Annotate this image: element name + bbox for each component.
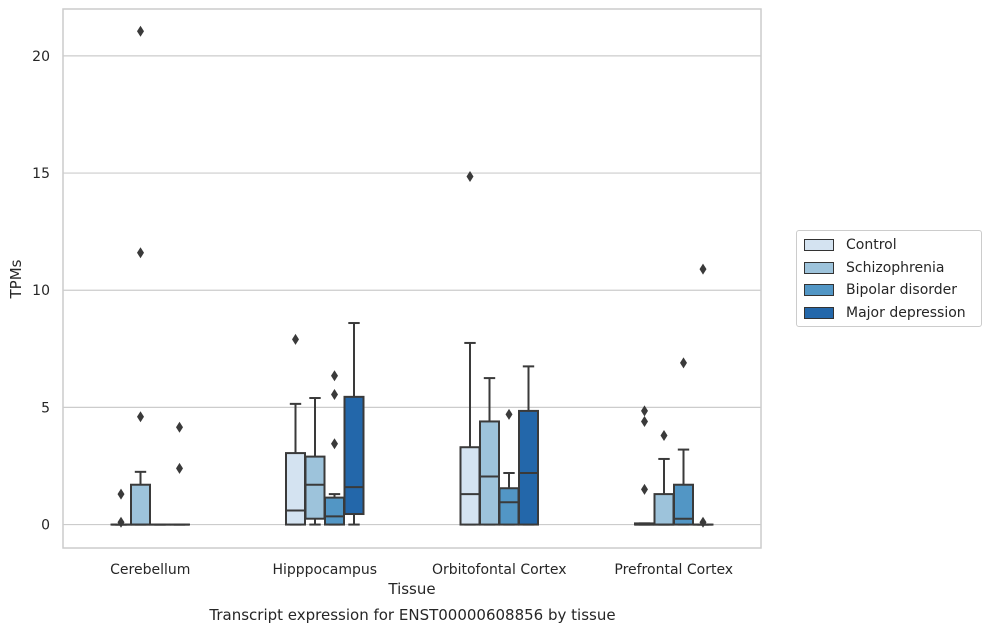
outlier-point <box>699 263 707 275</box>
legend-item-major-depression: Major depression <box>804 303 966 323</box>
outlier-point <box>641 483 648 495</box>
x-tick-label: Hipppocampus <box>272 562 377 578</box>
legend-label-major-depression: Major depression <box>846 305 966 321</box>
box-body <box>673 483 694 526</box>
outlier-point <box>466 171 474 183</box>
box-body <box>343 395 365 516</box>
box-body <box>324 496 345 526</box>
box-groups <box>110 25 714 528</box>
box-control <box>285 333 306 526</box>
outlier-point <box>137 411 144 423</box>
outlier-point <box>137 25 144 37</box>
box-body <box>479 420 500 526</box>
legend-item-control: Control <box>804 235 897 255</box>
box-control <box>459 171 481 526</box>
outlier-point <box>331 438 338 450</box>
plot-frame <box>62 8 762 549</box>
y-tick-label: 20 <box>32 49 50 65</box>
outlier-point <box>137 247 144 259</box>
box-bipolar-disorder <box>673 357 694 526</box>
x-axis-label: Tissue <box>387 580 435 598</box>
box-body <box>459 446 481 526</box>
legend-label-bipolar-disorder: Bipolar disorder <box>846 282 958 298</box>
legend-label-control: Control <box>846 237 897 253</box>
box-body <box>498 487 520 526</box>
y-tick-label: 10 <box>32 283 50 299</box>
box-major-depression <box>169 421 190 526</box>
y-tick-label: 15 <box>32 166 50 182</box>
box-body <box>130 483 151 526</box>
grid-lines <box>63 55 761 526</box>
box-control <box>110 488 132 528</box>
outlier-point <box>176 421 183 433</box>
box-major-depression <box>518 365 539 526</box>
box-schizophrenia <box>479 377 500 526</box>
legend-item-bipolar-disorder: Bipolar disorder <box>804 280 957 300</box>
box-body <box>518 409 539 526</box>
outlier-point <box>641 405 648 417</box>
outlier-point <box>331 370 338 382</box>
tick-labels: 0 5 10 15 20 Cerebellum Hipppocampus Orbitofont… <box>32 49 733 578</box>
outlier-point <box>660 430 668 442</box>
box-schizophrenia <box>304 397 326 526</box>
outlier-point <box>641 415 648 427</box>
y-tick-label: 5 <box>41 400 50 416</box>
legend-item-schizophrenia: Schizophrenia <box>804 258 944 278</box>
box-schizophrenia <box>130 25 151 526</box>
outlier-point <box>292 333 299 345</box>
outlier-point <box>699 516 707 528</box>
x-tick-label: Prefrontal Cortex <box>614 562 733 578</box>
legend-swatch-bipolar-disorder <box>804 284 834 296</box>
box-body <box>285 452 306 526</box>
legend-label-schizophrenia: Schizophrenia <box>846 260 945 276</box>
x-tick-label: Orbitofontal Cortex <box>432 562 567 578</box>
box-major-depression <box>343 322 365 526</box>
y-tick-label: 0 <box>41 518 50 534</box>
box-body <box>304 455 326 520</box>
box-body <box>653 493 675 526</box>
outlier-point <box>176 462 183 474</box>
outlier-point <box>117 516 125 528</box>
y-axis-label: TPMs <box>7 259 25 299</box>
box-major-depression <box>692 263 714 528</box>
box-bipolar-disorder <box>324 370 345 526</box>
box-schizophrenia <box>653 430 675 526</box>
chart-caption: Transcript expression for ENST0000060885… <box>209 606 616 624</box>
outlier-point <box>331 389 338 401</box>
legend: Control Schizophrenia Bipolar disorder M… <box>796 230 982 327</box>
x-tick-label: Cerebellum <box>110 562 190 578</box>
legend-swatch-major-depression <box>804 307 834 319</box>
legend-swatch-control <box>804 239 834 251</box>
outlier-point <box>680 357 687 369</box>
outlier-point <box>117 488 125 500</box>
outlier-point <box>505 408 513 420</box>
legend-swatch-schizophrenia <box>804 262 834 274</box>
box-control <box>634 405 655 526</box>
box-bipolar-disorder <box>498 408 520 526</box>
